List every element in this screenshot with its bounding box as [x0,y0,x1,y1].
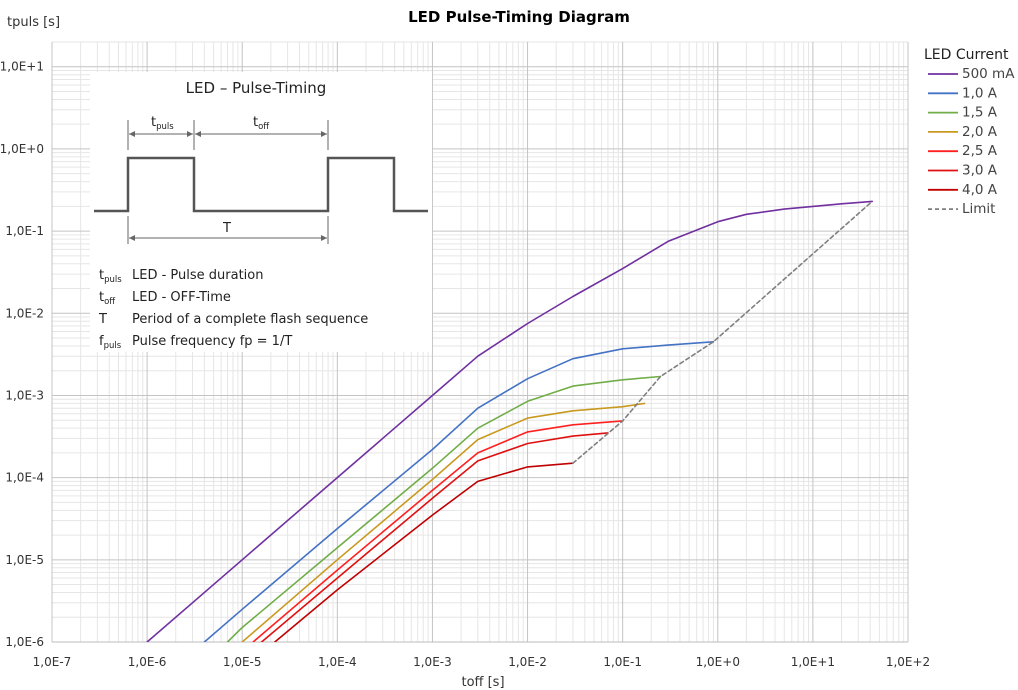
inset-legend-row: fpuls Pulse frequency fp = 1/T [99,334,292,351]
series-lines [146,200,874,642]
pulse-waveform [94,156,428,213]
x-tick-labels: 1,0E-7 1,0E-6 1,0E-5 1,0E-4 1,0E-3 1,0E-2 1,0E… [33,655,931,669]
inset-legend-text: Pulse frequency fp = 1/T [132,334,292,349]
y-tick-label: 1,0E+1 [0,60,44,74]
legend-item: Limit [928,201,995,217]
y-tick-label: 1,0E-4 [5,471,44,485]
y-tick-label: 1,0E-3 [5,388,44,402]
x-tick-label: 1,0E+0 [696,655,740,669]
legend-item: 1,0 A [928,85,998,101]
y-tick-labels: 1,0E-6 1,0E-5 1,0E-4 1,0E-3 1,0E-2 1,0E-1 1,0E… [0,60,44,649]
x-tick-label: 1,0E-5 [223,655,262,669]
series-line-2-5-a [252,420,624,642]
inset-legend-symbol: toff [99,290,116,307]
x-tick-label: 1,0E+2 [886,655,930,669]
series-line-2-0-a [241,402,646,642]
inset-legend-symbol: T [98,312,107,327]
legend-label: 1,0 A [962,85,998,101]
legend-label: Limit [962,201,995,217]
x-tick-label: 1,0E-7 [33,655,72,669]
inset-legend-row: toff LED - OFF-Time [99,290,231,307]
x-tick-label: 1,0E-1 [603,655,642,669]
pulse-timing-inset: LED – Pulse-Timing tpuls toff T tpuls LE… [90,72,432,352]
legend-label: 2,0 A [962,124,998,140]
legend-item: 3,0 A [928,163,998,179]
series-line-limit [572,200,874,465]
inset-legend-text: LED - OFF-Time [132,290,231,305]
series-line-4-0-a [273,462,574,642]
y-tick-label: 1,0E-1 [5,224,44,238]
legend-item: 2,5 A [928,143,998,159]
y-tick-label: 1,0E-5 [5,553,44,567]
inset-title: LED – Pulse-Timing [186,79,327,97]
legend-item: 500 mA [928,66,1015,82]
legend-label: 4,0 A [962,182,998,198]
x-tick-label: 1,0E-6 [128,655,167,669]
y-tick-label: 1,0E-6 [5,635,44,649]
legend-label: 2,5 A [962,143,998,159]
series-line-500-ma [146,200,874,642]
chart-title: LED Pulse-Timing Diagram [408,8,630,26]
legend-item: 4,0 A [928,182,998,198]
x-axis-label: toff [s] [461,675,504,690]
y-axis-label: tpuls [s] [7,15,60,30]
period-label: T [222,221,231,236]
inset-legend-text: Period of a complete flash sequence [132,312,368,327]
legend-label: 1,5 A [962,105,998,121]
legend-item: 1,5 A [928,105,998,121]
inset-legend-text: LED - Pulse duration [132,268,264,283]
legend-label: 3,0 A [962,163,998,179]
chart-legend: LED Current 500 mA 1,0 A 1,5 A 2,0 A 2,5 A 3,… [924,47,1015,217]
legend-title: LED Current [924,47,1009,63]
inset-legend-row: T Period of a complete flash sequence [98,312,368,327]
x-tick-label: 1,0E-4 [318,655,357,669]
series-line-3-0-a [260,432,609,642]
x-tick-label: 1,0E-2 [508,655,547,669]
x-tick-label: 1,0E-3 [413,655,452,669]
series-line-1-0-a [203,340,715,642]
x-tick-label: 1,0E+1 [791,655,835,669]
y-tick-label: 1,0E-2 [5,306,44,320]
legend-label: 500 mA [962,66,1015,82]
legend-item: 2,0 A [928,124,998,140]
inset-legend-symbol: fpuls [99,334,122,351]
y-tick-label: 1,0E+0 [0,142,44,156]
inset-legend-row: tpuls LED - Pulse duration [99,268,264,285]
series-line-1-5-a [226,375,662,642]
inset-legend-symbol: tpuls [99,268,122,285]
